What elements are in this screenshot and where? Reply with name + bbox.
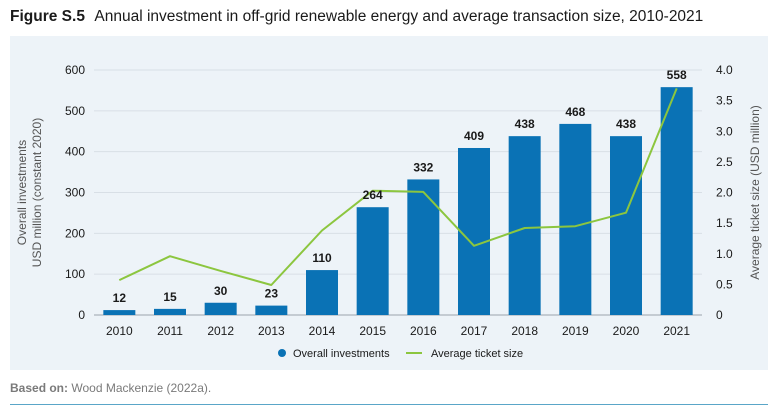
- y-tick-label: 0: [78, 308, 85, 322]
- x-tick-label: 2010: [106, 324, 133, 338]
- y2-tick-label: 2.0: [716, 186, 733, 200]
- bar: [458, 147, 490, 315]
- bar-data-label: 438: [616, 117, 636, 131]
- bar-data-label: 332: [413, 160, 433, 174]
- bar: [154, 308, 186, 315]
- y2-tick-label: 1.0: [716, 247, 733, 261]
- x-tick-label: 2014: [309, 324, 336, 338]
- y-tick-label: 600: [65, 63, 85, 77]
- y-tick-label: 500: [65, 104, 85, 118]
- bar-data-label: 558: [667, 68, 687, 82]
- y-tick-label: 200: [65, 226, 85, 240]
- y2-tick-label: 1.5: [716, 216, 733, 230]
- y-tick-label: 100: [65, 267, 85, 281]
- bar: [306, 270, 338, 315]
- y-axis-title-line2: USD million (constant 2020): [30, 118, 44, 267]
- y2-tick-label: 4.0: [716, 63, 733, 77]
- bottom-rule: [10, 404, 768, 405]
- bar-data-label: 468: [565, 105, 585, 119]
- y-axis-title-line1: Overall investments: [15, 140, 29, 245]
- x-tick-label: 2016: [410, 324, 437, 338]
- bar-data-label: 409: [464, 129, 484, 143]
- bar: [407, 179, 440, 315]
- y2-tick-label: 0: [716, 308, 723, 322]
- bar: [508, 136, 541, 315]
- figure-label: Figure S.5: [10, 8, 85, 25]
- x-tick-label: 2012: [207, 324, 234, 338]
- y2-axis-title: Average ticket size (USD million): [748, 105, 762, 280]
- bar-data-label: 264: [363, 188, 383, 202]
- bar: [204, 302, 237, 315]
- x-tick-label: 2017: [461, 324, 488, 338]
- y2-tick-label: 0.5: [716, 277, 733, 291]
- y2-tick-label: 2.5: [716, 155, 733, 169]
- chart-panel: 0 100 200 300 400 500 600 0 0.5 1.0 1.5 2.0 2.5 3.0 3.…: [10, 36, 768, 370]
- bar-data-label: 23: [265, 287, 279, 301]
- y-tick-label: 300: [65, 186, 85, 200]
- legend-label-ticket-size: Average ticket size: [431, 348, 523, 360]
- source-text: Wood Mackenzie (2022a).: [71, 381, 212, 395]
- figure-title-text: Annual investment in off-grid renewable …: [94, 8, 704, 25]
- bar-data-label: 110: [312, 251, 332, 265]
- x-tick-label: 2013: [258, 324, 285, 338]
- bar: [660, 87, 693, 316]
- bar-data-label: 15: [163, 290, 177, 304]
- legend-marker-investments: [278, 349, 286, 357]
- y-tick-label: 400: [65, 145, 85, 159]
- bar: [103, 310, 136, 315]
- ticket-size-line: [118, 88, 678, 286]
- y2-tick-label: 3.0: [716, 124, 733, 138]
- bar: [559, 123, 592, 316]
- figure-title: Figure S.5 Annual investment in off-grid…: [10, 8, 703, 26]
- bar-data-label: 30: [214, 284, 228, 298]
- source-prefix: Based on:: [10, 381, 69, 395]
- legend-label-investments: Overall investments: [293, 348, 390, 360]
- bar: [255, 305, 288, 315]
- x-tick-label: 2019: [562, 324, 589, 338]
- bar-data-label: 438: [515, 117, 535, 131]
- bar: [610, 136, 642, 315]
- x-tick-label: 2018: [511, 324, 538, 338]
- x-tick-label: 2021: [663, 324, 690, 338]
- bar-data-label: 12: [113, 291, 127, 305]
- y2-tick-label: 3.5: [716, 94, 733, 108]
- x-tick-label: 2020: [613, 324, 640, 338]
- bar: [356, 207, 389, 315]
- x-tick-label: 2011: [157, 324, 183, 338]
- source-note: Based on: Wood Mackenzie (2022a).: [10, 381, 211, 395]
- x-tick-label: 2015: [359, 324, 386, 338]
- chart-svg: 0 100 200 300 400 500 600 0 0.5 1.0 1.5 2.0 2.5 3.0 3.…: [15, 63, 762, 360]
